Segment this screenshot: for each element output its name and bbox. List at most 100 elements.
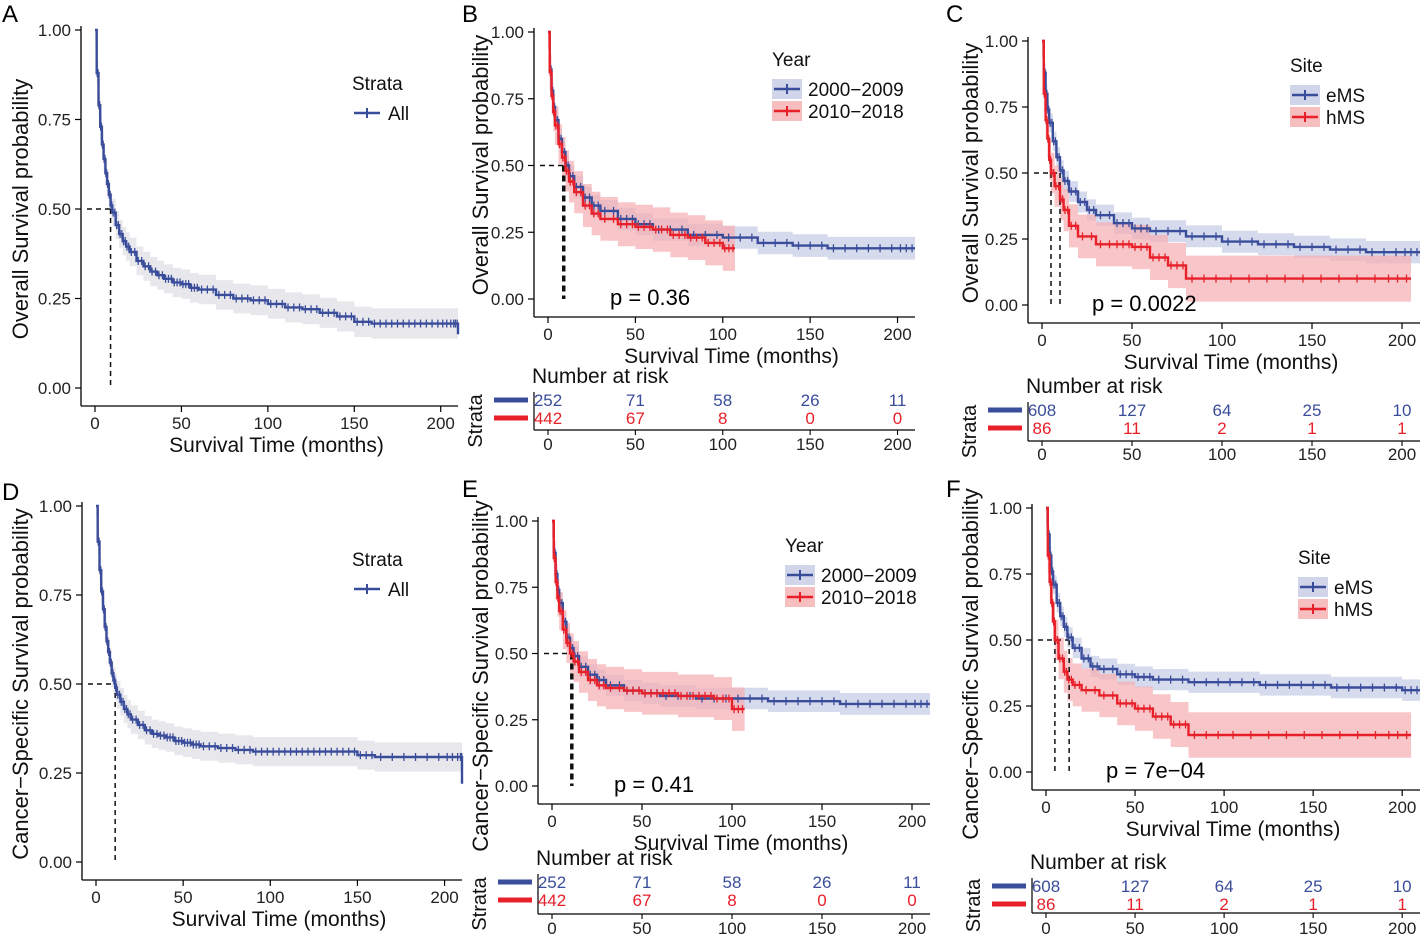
survival-curve-all [95,28,460,335]
risk-tick-label: 0 [543,435,552,454]
legend-item-label: hMS [1326,108,1365,129]
risk-value: 58 [713,391,732,410]
risk-value: 608 [1028,401,1056,420]
strata-label: Strata [469,876,491,930]
panel-letter: F [946,476,961,503]
y-tick-label: 0.25 [39,764,72,783]
risk-tick-label: 0 [1041,919,1050,937]
strata-label: Strata [959,404,981,458]
x-tick-label: 100 [1208,331,1236,350]
x-tick-label: 50 [1123,331,1142,350]
panel-letter: A [2,1,18,28]
y-axis-title: Overall Survival probability [958,43,983,303]
risk-value: 1 [1308,895,1317,914]
x-tick-label: 200 [1388,331,1416,350]
risk-value: 442 [534,409,562,428]
panel-f: F0.000.250.500.751.000 50 100 150 200Surviva… [946,476,1420,937]
legend-item-label: 2010−2018 [821,588,917,609]
risk-value: 11 [1126,895,1144,914]
risk-tick-label: 100 [718,919,746,937]
legend-item-label: 2000−2009 [821,566,917,587]
panel-letter: E [462,476,478,503]
risk-value: 67 [626,409,645,428]
risk-value: 1 [1397,895,1406,914]
x-axis-title: Survival Time (months) [169,434,384,457]
risk-value: 1 [1397,419,1406,438]
x-tick-label: 0 [90,414,99,433]
x-tick-label: 50 [633,812,652,831]
ci-band-1 [552,521,745,731]
risk-value: 67 [633,891,652,910]
risk-tick-label: 200 [1388,919,1416,937]
x-axis-title: Survival Time (months) [1126,818,1341,841]
risk-table: Number at risk Strata 252 71 58 26 11 442 67 8 0 0 0… [465,365,915,454]
risk-value: 86 [1037,895,1056,914]
x-tick-label: 150 [796,325,824,344]
risk-value: 8 [727,891,736,910]
risk-value: 2 [1219,895,1228,914]
x-tick-label: 100 [1210,798,1238,817]
risk-tick-label: 150 [1298,445,1326,464]
panel-letter: D [2,479,19,506]
risk-value: 64 [1213,401,1232,420]
y-tick-label: 0.50 [985,164,1018,183]
panel-letter: C [946,1,963,28]
y-tick-label: 1.00 [989,499,1022,518]
x-tick-label: 200 [883,325,911,344]
risk-table-title: Number at risk [536,847,673,870]
x-tick-label: 100 [718,812,746,831]
p-value: p = 0.36 [610,285,690,310]
legend-title: Site [1290,56,1323,77]
x-tick-label: 200 [427,414,455,433]
panel-e: E 0.00 0.25 0.50 0.75 1.00 0 50 100 150 200 Surviva… [462,476,930,937]
x-tick-label: 150 [340,414,368,433]
y-axis-title: Overall Survival probability [468,35,493,295]
y-tick-label: 0.75 [985,98,1018,117]
risk-value: 10 [1393,877,1412,896]
survival-curve-ems [1042,39,1420,254]
risk-table-title: Number at risk [1026,375,1163,398]
ci-band-0 [552,521,930,715]
x-tick-label: 150 [1299,798,1327,817]
risk-value: 127 [1121,877,1149,896]
x-axis-title: Survival Time (months) [634,832,849,855]
y-tick-label: 0.75 [495,578,528,597]
risk-value: 10 [1393,401,1412,420]
panel-d: D 0.00 0.25 0.50 0.75 1.00 0 50 100 150 200 Surviva… [2,479,464,931]
y-tick-label: 0.00 [495,777,528,796]
x-tick-label: 50 [626,325,645,344]
legend-item-label: All [388,104,409,125]
risk-value: 25 [1303,401,1322,420]
risk-value: 252 [534,391,562,410]
x-tick-label: 0 [91,888,100,907]
y-tick-label: 0.25 [491,223,524,242]
panel-b: B 0.00 0.25 0.50 0.75 1.00 0 50 100 150 200 Surviva… [462,1,915,454]
y-tick-label: 1.00 [495,512,528,531]
legend-title: Year [785,536,824,557]
risk-value: 25 [1304,877,1323,896]
y-tick-label: 0.00 [491,290,524,309]
x-tick-label: 100 [256,888,284,907]
panel-letter: B [462,1,478,28]
y-tick-label: 0.75 [989,565,1022,584]
y-tick-label: 0.50 [38,200,71,219]
x-axis-title: Survival Time (months) [172,908,387,931]
risk-value: 2 [1217,419,1226,438]
risk-tick-label: 200 [883,435,911,454]
censor-marks [1043,89,1408,283]
risk-tick-label: 200 [1388,445,1416,464]
y-tick-label: 0.75 [39,586,72,605]
risk-tick-label: 200 [898,919,926,937]
censor-marks [1047,551,1408,740]
y-axis-title: Overall Survival probability [8,79,33,339]
y-tick-label: 0.50 [39,675,72,694]
p-value: p = 7e−04 [1106,758,1205,783]
legend-item-label: 2000−2009 [808,80,904,101]
ci-band-0 [96,506,462,799]
x-tick-label: 0 [547,812,556,831]
legend-title: Strata [352,550,403,571]
risk-tick-label: 50 [1123,445,1142,464]
